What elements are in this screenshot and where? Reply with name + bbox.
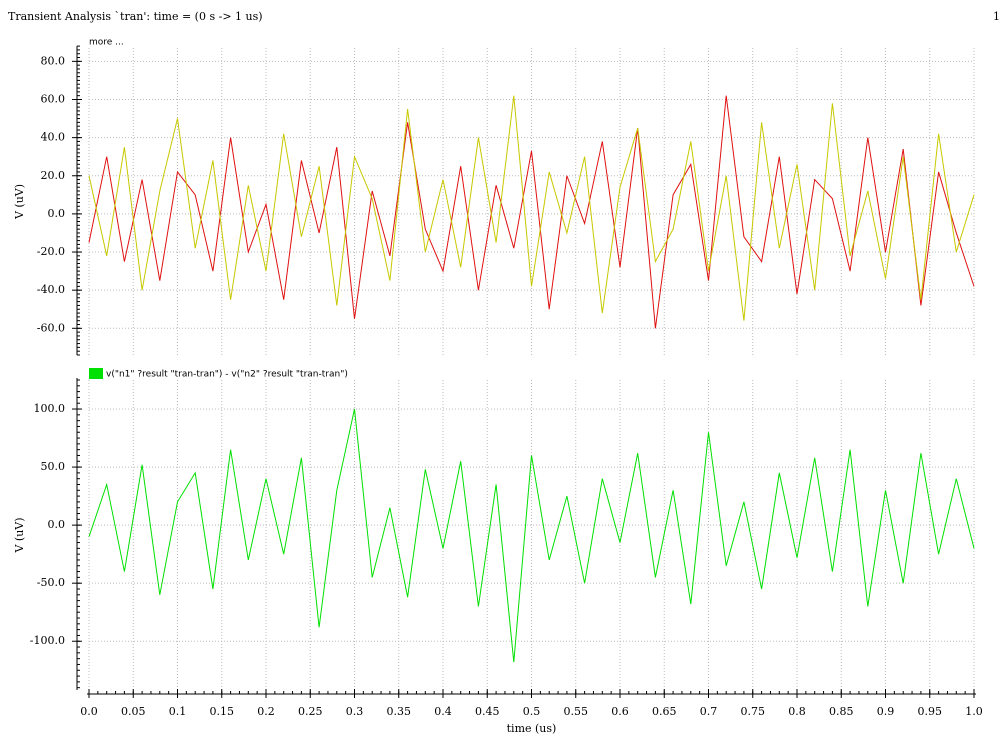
x-tick-label: 0.5 [523,705,541,718]
legend-swatch [89,368,103,379]
y-axis-label: V (uV) [13,517,26,553]
window-title: Transient Analysis `tran': time = (0 s -… [8,10,263,23]
x-tick-label: 0.95 [918,705,943,718]
annotation: more ... [89,38,124,48]
waveform [88,95,975,329]
waveform [88,95,975,321]
x-tick-label: 0.35 [387,705,412,718]
legend-label: v("n1" ?result "tran-tran") - v("n2" ?re… [106,370,348,380]
y-tick-label: 0.0 [48,207,66,220]
x-tick-label: 0.7 [700,705,718,718]
y-tick-label: -40.0 [37,283,65,296]
x-axis-label: time (us) [507,722,557,735]
y-tick-label: 60.0 [41,92,66,105]
waveform [88,408,975,663]
x-tick-label: 0.85 [829,705,854,718]
y-tick-label: -50.0 [37,576,65,589]
x-tick-label: 0.4 [434,705,452,718]
y-tick-label: 100.0 [34,402,66,415]
x-tick-label: 0.1 [169,705,187,718]
x-tick-label: 0.75 [741,705,766,718]
x-tick-label: 1.0 [965,705,983,718]
x-tick-label: 0.2 [257,705,275,718]
y-tick-label: 0.0 [48,518,66,531]
y-tick-label: 50.0 [41,460,66,473]
y-axis-label: V (uV) [13,184,26,220]
page-number: 1 [993,10,1000,23]
x-tick-label: 0.15 [210,705,235,718]
x-tick-label: 0.3 [346,705,364,718]
x-tick-label: 0.25 [298,705,323,718]
x-tick-label: 0.0 [80,705,98,718]
x-tick-label: 0.8 [788,705,806,718]
x-tick-label: 0.55 [564,705,589,718]
y-tick-label: -20.0 [37,245,65,258]
y-tick-label: -60.0 [37,321,65,334]
y-tick-label: 20.0 [41,169,66,182]
x-tick-label: 0.9 [877,705,895,718]
y-tick-label: -100.0 [30,634,65,647]
x-tick-label: 0.65 [652,705,677,718]
y-tick-label: 40.0 [41,131,66,144]
y-tick-label: 80.0 [41,54,66,67]
x-tick-label: 0.45 [475,705,500,718]
x-tick-label: 0.05 [121,705,146,718]
x-tick-label: 0.6 [611,705,629,718]
